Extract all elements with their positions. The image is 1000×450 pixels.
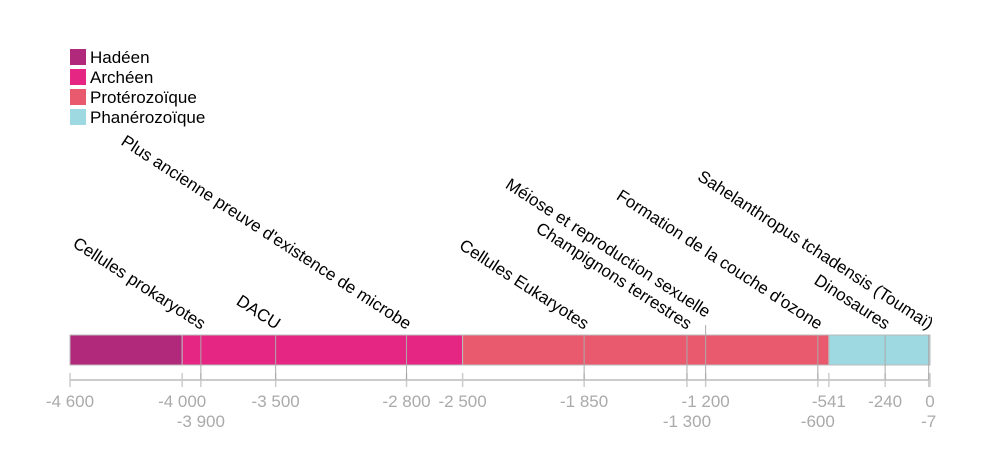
event-label: DACU [233, 291, 284, 333]
tick-label: -2 500 [439, 392, 487, 411]
tick-label: -1 200 [682, 392, 730, 411]
tick-label: -7 [921, 412, 936, 431]
period-bar [828, 334, 931, 366]
tick-label: -3 500 [252, 392, 300, 411]
legend-swatch [70, 49, 86, 65]
tick-label: -4 000 [158, 392, 206, 411]
legend-swatch [70, 89, 86, 105]
legend-label: Phanérozoïque [90, 108, 205, 127]
tick-label: -2 800 [382, 392, 430, 411]
tick-label: -600 [801, 412, 835, 431]
tick-label: -541 [812, 392, 846, 411]
tick-label: -3 900 [177, 412, 225, 431]
period-bars [69, 334, 931, 366]
legend-swatch [70, 109, 86, 125]
legend-label: Protérozoïque [90, 88, 197, 107]
event-label: Sahelanthropus tchadensis (Toumaï) [694, 167, 937, 334]
period-bar [462, 334, 830, 366]
tick-label: -240 [868, 392, 902, 411]
legend-label: Hadéen [90, 48, 150, 67]
x-axis: -4 600 -4 000-3 900 -3 500 -2 800 -2 500 -1 8… [46, 373, 936, 431]
tick-label: -1 850 [560, 392, 608, 411]
legend-swatch [70, 69, 86, 85]
period-bar [69, 334, 183, 366]
tick-label: 0 [925, 392, 934, 411]
tick-label: -4 600 [46, 392, 94, 411]
period-bar [181, 334, 464, 366]
legend-label: Archéen [90, 68, 153, 87]
tick-label: -1 300 [663, 412, 711, 431]
event-label: Cellules prokaryotes [70, 234, 210, 334]
